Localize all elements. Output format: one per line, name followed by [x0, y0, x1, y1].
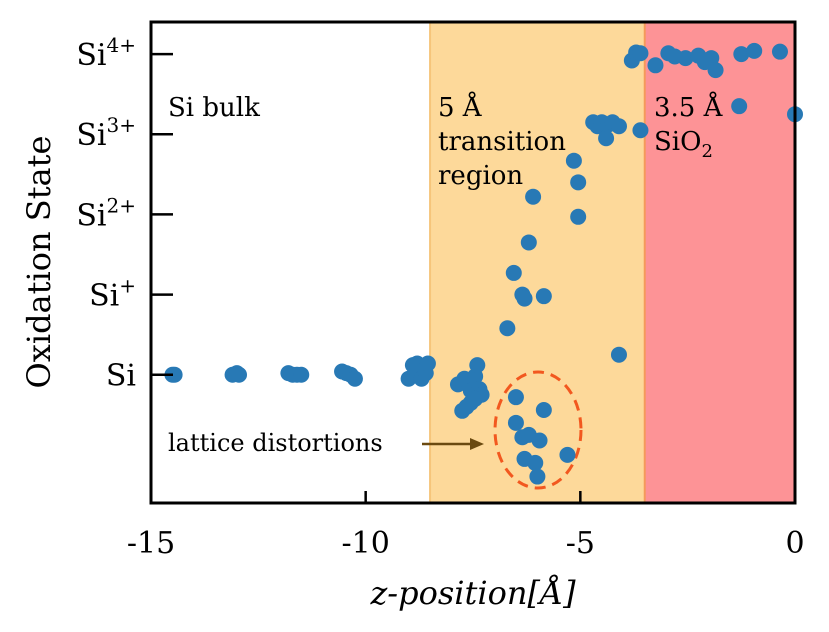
data-point-39 — [520, 234, 537, 251]
data-point-25 — [469, 357, 486, 374]
data-point-69 — [507, 414, 524, 431]
region-transition — [430, 22, 645, 503]
y-tick-label-1: Si+ — [89, 274, 136, 314]
data-point-57 — [677, 50, 694, 67]
data-point-65 — [731, 98, 748, 115]
y-tick-label-2: Si2+ — [76, 193, 136, 233]
lattice-arrow-head — [470, 438, 484, 450]
data-point-37 — [610, 346, 627, 363]
y-tick-base-3: Si — [76, 118, 106, 153]
data-point-31 — [467, 390, 484, 407]
data-point-54 — [647, 57, 664, 74]
transition-label-line3: region — [438, 161, 523, 191]
data-point-40 — [565, 152, 582, 169]
data-point-60 — [703, 50, 720, 67]
x-axis-ticks: -15 -10 -5 0 — [127, 491, 805, 561]
x-axis-label: z-position[Å] — [369, 574, 576, 612]
data-point-32 — [505, 264, 522, 281]
y-tick-label-3: Si3+ — [76, 113, 136, 153]
y-tick-base-0: Si — [106, 359, 136, 394]
y-tick-base-4: Si — [76, 38, 106, 73]
y-tick-label-0: Si — [106, 359, 136, 394]
lattice-distortions-label: lattice distortions — [168, 429, 383, 457]
y-tick-sup-4: 4+ — [107, 33, 136, 57]
data-point-8 — [293, 366, 310, 383]
region-SiO2 — [644, 22, 795, 503]
data-point-34 — [516, 290, 533, 307]
data-point-50 — [632, 122, 649, 139]
data-point-76 — [529, 468, 546, 485]
y-tick-sup-1: + — [119, 274, 136, 298]
data-point-12 — [346, 370, 363, 387]
si-bulk-label: Si bulk — [168, 93, 260, 123]
data-point-62 — [733, 46, 750, 63]
y-tick-base-2: Si — [76, 198, 106, 233]
data-point-46 — [598, 130, 615, 147]
data-point-41 — [570, 174, 587, 191]
y-tick-sup-2: 2+ — [107, 193, 136, 217]
sio2-subscript: 2 — [701, 141, 712, 162]
x-tick-label-3: 0 — [785, 526, 804, 561]
y-tick-base-1: Si — [89, 279, 119, 314]
distortion-ellipse — [493, 370, 583, 490]
y-axis-label: Oxidation State — [20, 136, 58, 389]
data-point-75 — [559, 446, 576, 463]
transition-label-line1: 5 Å — [438, 91, 483, 123]
data-point-38 — [525, 188, 542, 205]
data-point-63 — [746, 42, 763, 59]
sio2-label-line1: 3.5 Å — [654, 91, 724, 123]
sio2-label-line2: SiO2 — [654, 127, 713, 162]
x-tick-label-0: -15 — [127, 526, 175, 561]
x-tick-label-1: -10 — [342, 526, 390, 561]
plot-frame — [149, 20, 797, 505]
data-point-1 — [166, 366, 183, 383]
data-point-4 — [231, 366, 248, 383]
data-point-68 — [535, 402, 552, 419]
data-points — [164, 42, 803, 485]
data-point-72 — [531, 432, 548, 449]
y-tick-label-4: Si4+ — [76, 33, 136, 73]
data-point-20 — [419, 355, 436, 372]
x-tick-label-2: -5 — [566, 526, 595, 561]
data-point-42 — [570, 208, 587, 225]
y-tick-sup-3: 3+ — [107, 113, 136, 137]
data-point-67 — [507, 389, 524, 406]
data-point-64 — [771, 43, 788, 60]
data-point-49 — [610, 118, 627, 135]
data-point-36 — [499, 320, 516, 337]
data-point-53 — [632, 45, 649, 62]
shaded-regions — [429, 22, 795, 503]
data-point-35 — [535, 288, 552, 305]
data-point-74 — [527, 454, 544, 471]
transition-label-line2: transition — [438, 127, 566, 157]
data-point-61 — [707, 62, 724, 79]
sio2-base: SiO — [654, 127, 701, 157]
